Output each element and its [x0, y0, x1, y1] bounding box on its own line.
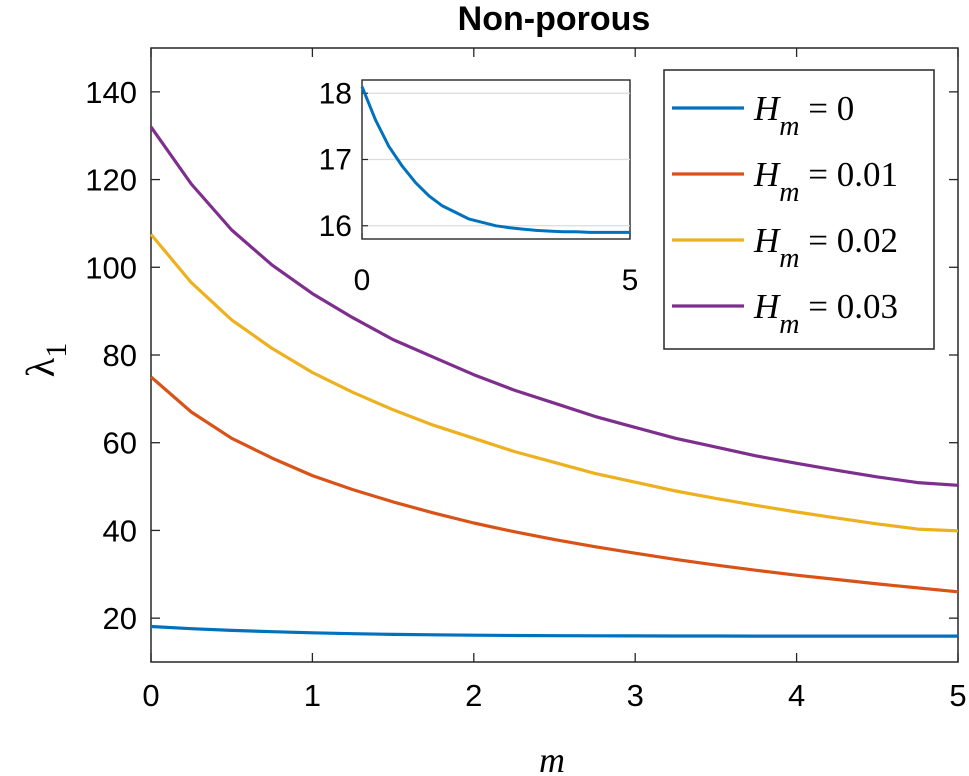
inset-x-tick-label: 0 [354, 264, 371, 297]
y-tick-label: 100 [85, 250, 137, 285]
series-line-1 [149, 375, 959, 594]
y-axis-label-main: λ [18, 357, 63, 377]
inset-series-line-path [360, 86, 630, 234]
series-line-3 [149, 125, 959, 487]
y-tick-label: 80 [103, 338, 137, 373]
x-tick-label: 4 [788, 678, 805, 713]
legend-item: Hm = 0.03 [672, 287, 898, 340]
inset-series-line [360, 86, 630, 234]
x-tick-label: 1 [304, 678, 321, 713]
x-tick-label: 2 [465, 678, 482, 713]
y-axis-label-symbol: λ1 [18, 343, 73, 377]
x-tick-label: 0 [142, 678, 159, 713]
y-axis-label-subscript: 1 [40, 343, 73, 358]
legend-item: Hm = 0.02 [672, 221, 898, 274]
legend: Hm = 0 Hm = 0.01 Hm = 0.02 Hm = 0.03 [672, 89, 898, 340]
x-tick-label: 3 [627, 678, 644, 713]
y-tick-label: 140 [85, 75, 137, 110]
inset-y-tick-label: 18 [319, 77, 352, 110]
inset-y-tick-label: 16 [319, 210, 352, 243]
x-axis-label: m [539, 740, 565, 776]
main-axis-ticks: 0 1 2 3 4 5 20 40 60 80 100 120 140 [85, 48, 967, 713]
legend-label: Hm = 0.02 [753, 221, 898, 274]
y-tick-label: 40 [103, 513, 137, 548]
main-series-lines [149, 125, 959, 638]
y-tick-label: 20 [103, 601, 137, 636]
inset-y-tick-label: 17 [319, 144, 352, 177]
legend-box [663, 69, 935, 350]
legend-item: Hm = 0.01 [672, 155, 898, 208]
chart-title: Non-porous [458, 0, 651, 38]
legend-item: Hm = 0 [672, 89, 854, 142]
legend-label: Hm = 0 [753, 89, 854, 142]
y-axis-label: λ1 [18, 343, 73, 377]
x-tick-label: 5 [949, 678, 966, 713]
inset-x-tick-label: 5 [622, 264, 639, 297]
y-tick-label: 120 [85, 163, 137, 198]
legend-label: Hm = 0.01 [753, 155, 898, 208]
series-line-0 [150, 624, 958, 638]
legend-label: Hm = 0.03 [753, 287, 898, 340]
inset-axis-ticks: 16 17 18 0 5 [319, 77, 639, 297]
series-line-2 [149, 233, 959, 533]
y-tick-label: 60 [103, 426, 137, 461]
